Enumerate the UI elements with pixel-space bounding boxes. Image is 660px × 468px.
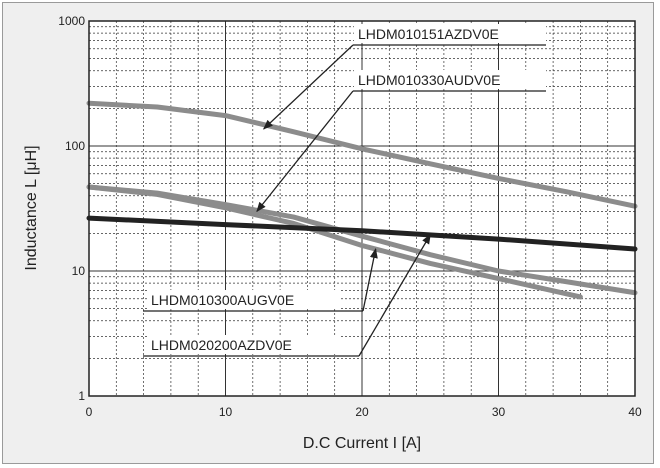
x-tick-label: 10: [219, 405, 233, 419]
series-label-bg: [147, 335, 339, 354]
chart-frame: LHDM010151AZDV0E LHDM010330AUDV0E LHDM0103…: [2, 2, 654, 464]
inductance-current-chart: LHDM010151AZDV0E LHDM010330AUDV0E LHDM0103…: [23, 14, 642, 452]
x-tick-label: 30: [492, 405, 506, 419]
series-label-arrow: [256, 90, 354, 213]
series-label-lhdm020200azdv0e: LHDM020200AZDV0E: [151, 337, 292, 353]
series-label-arrow: [358, 233, 431, 357]
annotations: LHDM010151AZDV0E LHDM010330AUDV0E LHDM0103…: [143, 24, 546, 357]
series-label-bg: [354, 70, 546, 89]
y-tick-label: 1: [78, 389, 85, 403]
x-axis-label: D.C Current I [A]: [303, 435, 421, 452]
series-label-bg: [147, 290, 339, 309]
series-line-lhdm010151azdv0e: [86, 100, 638, 209]
series-label-arrow: [262, 44, 354, 130]
x-tick-label: 20: [355, 405, 369, 419]
y-axis-label: Inductance L [μH]: [23, 145, 40, 270]
y-tick-label: 1000: [58, 14, 85, 28]
x-tick-label: 40: [628, 405, 642, 419]
series-label-arrow: [362, 248, 378, 312]
series-line-lhdm020200azdv0e: [86, 215, 638, 252]
series-label-lhdm010300augv0e: LHDM010300AUGV0E: [151, 292, 294, 308]
y-tick-label: 10: [72, 264, 86, 278]
y-tick-label: 100: [65, 139, 85, 153]
series-label-lhdm010151azdv0e: LHDM010151AZDV0E: [358, 26, 499, 42]
series-label-lhdm010330audv0e: LHDM010330AUDV0E: [358, 72, 500, 88]
tick-labels: 0 10 20 30 40 1 10 100 1000: [58, 14, 642, 419]
series-line-lhdm010300augv0e: [86, 184, 583, 300]
series-label-bg: [354, 24, 546, 43]
x-tick-label: 0: [86, 405, 93, 419]
plot-border: [88, 20, 636, 397]
series-lines: [86, 100, 638, 300]
